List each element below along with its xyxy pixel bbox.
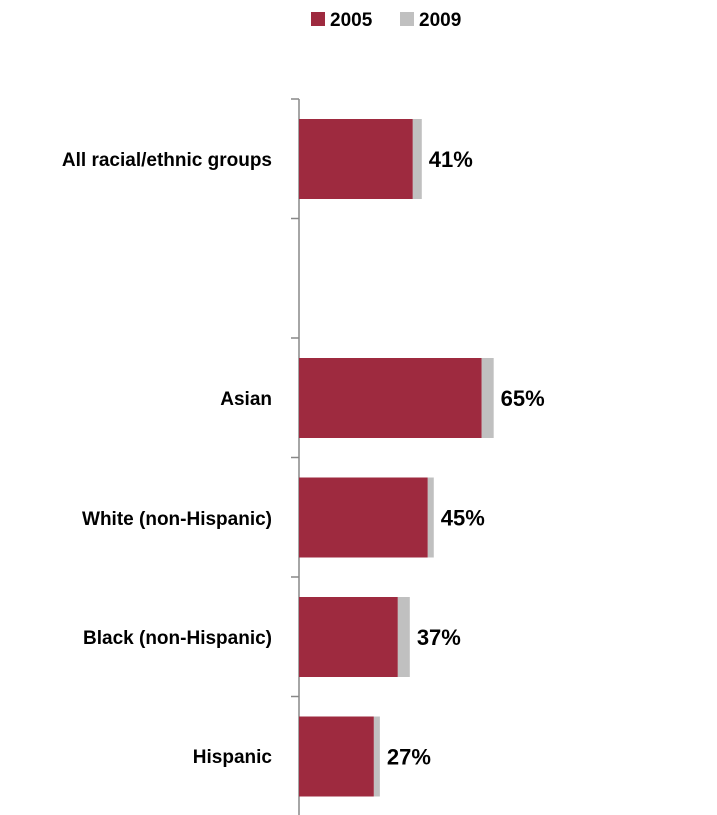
bar-2009-3 — [427, 477, 434, 558]
bars — [299, 119, 494, 797]
legend-swatch-2009 — [400, 12, 414, 26]
bar-2005-5 — [299, 716, 374, 797]
legend-label-2009: 2009 — [419, 10, 461, 31]
legend-label-2005: 2005 — [330, 10, 373, 31]
bar-2005-0 — [299, 119, 413, 199]
category-label-asian: Asian — [220, 389, 272, 410]
value-label-2: 65% — [501, 386, 545, 411]
category-axis — [291, 98, 300, 815]
category-labels: All racial/ethnic groups Asian White (no… — [62, 150, 273, 768]
legend-swatch-2005 — [311, 12, 325, 26]
bar-2005-4 — [299, 597, 398, 677]
category-label-black: Black (non-Hispanic) — [83, 628, 272, 649]
legend: 2005 2009 — [311, 10, 461, 31]
bar-2009-0 — [412, 119, 422, 199]
bar-2005-3 — [299, 477, 428, 558]
bar-2009-4 — [397, 597, 410, 677]
category-label-hispanic: Hispanic — [193, 747, 273, 768]
value-label-4: 37% — [417, 625, 461, 650]
value-label-0: 41% — [429, 147, 473, 172]
value-labels: 41% 65% 45% 37% 27% — [387, 147, 545, 770]
value-label-5: 27% — [387, 745, 431, 770]
bar-2009-2 — [481, 358, 494, 438]
bar-2005-2 — [299, 358, 482, 438]
category-label-white: White (non-Hispanic) — [82, 509, 272, 530]
value-label-3: 45% — [441, 506, 485, 531]
bar-2009-5 — [373, 716, 380, 797]
category-label-all: All racial/ethnic groups — [62, 150, 272, 171]
